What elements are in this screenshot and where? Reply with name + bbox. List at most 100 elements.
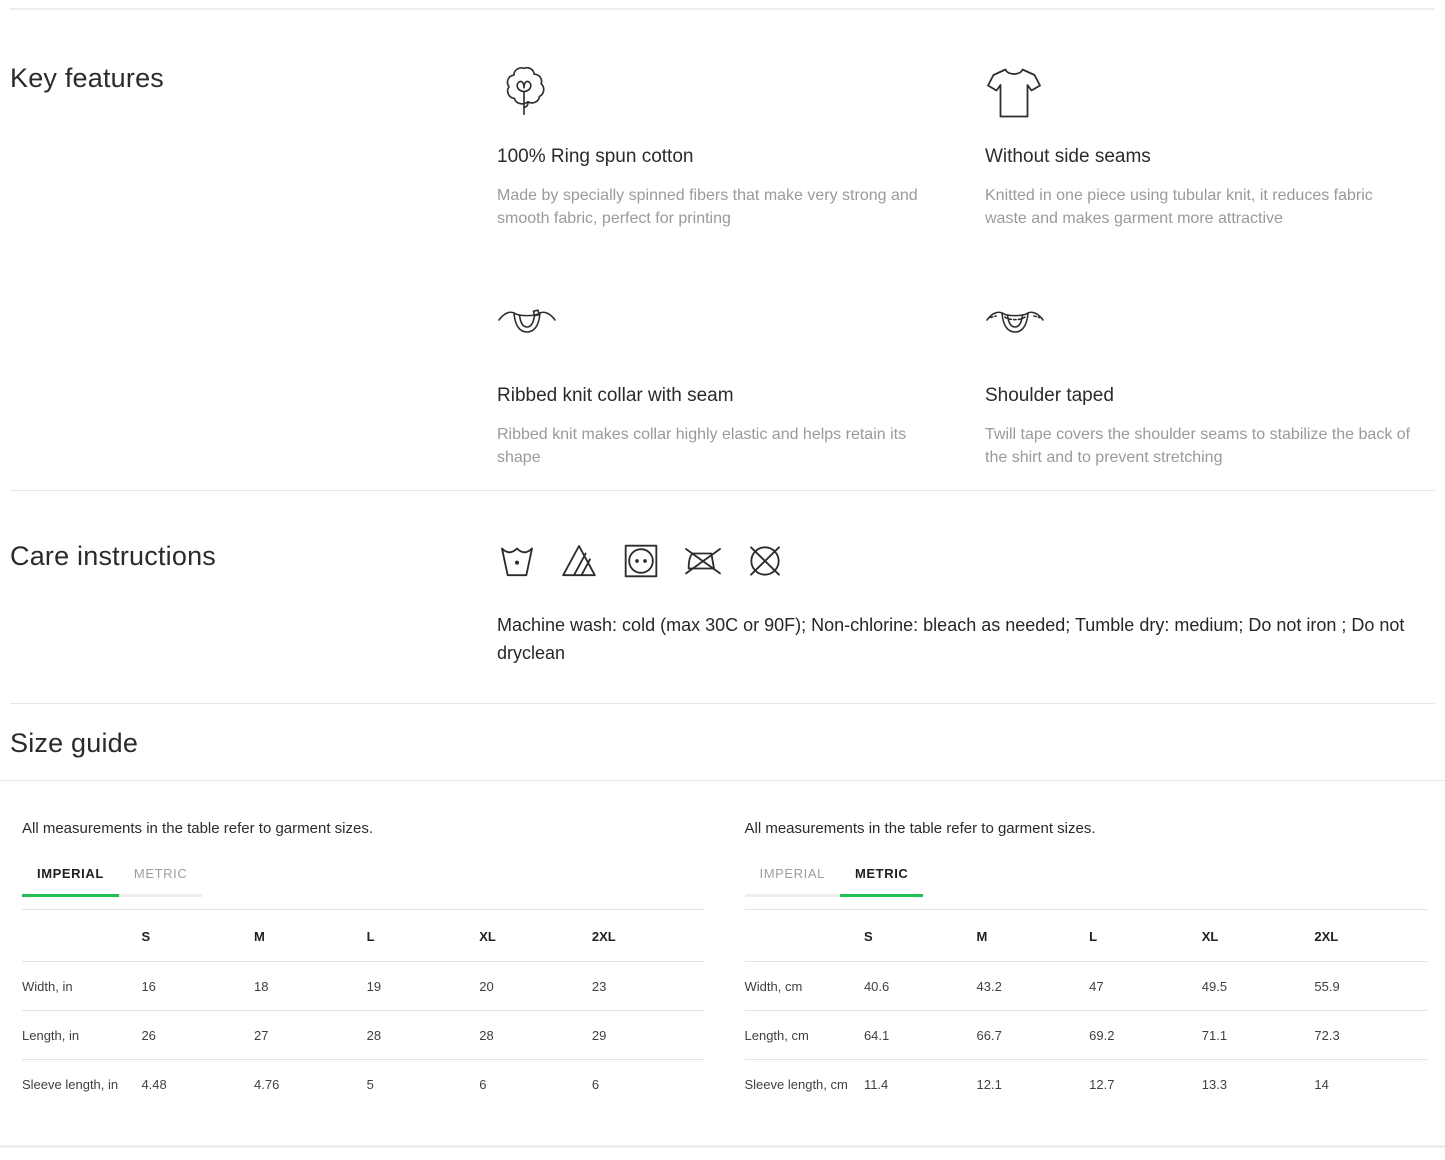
cell: 43.2 [976,979,1002,994]
row-label: Width, cm [744,979,803,994]
ribbed-collar-icon [497,304,937,360]
key-features-title: Key features [10,63,164,93]
metric-tab[interactable]: METRIC [118,866,203,897]
column-header: L [1089,929,1098,944]
row-label: Length, cm [744,1028,809,1043]
size-guide-title: Size guide [10,728,139,758]
cell: 4.48 [141,1077,167,1092]
table-header-row: S M L XL 2XL [22,909,705,962]
cell: 13.3 [1201,1077,1228,1092]
table-row: Sleeve length, cm 11.4 12.1 12.7 13.3 14 [745,1060,1428,1109]
section-divider [10,703,1435,704]
cell: 29 [591,1028,607,1043]
care-content: Machine wash: cold (max 30C or 90F); Non… [497,541,1435,703]
care-instructions-text: Machine wash: cold (max 30C or 90F); Non… [497,615,1405,663]
cell: 5 [366,1077,374,1092]
row-label: Width, in [22,979,73,994]
feature-title: Without side seams [985,146,1151,167]
non-chlorine-bleach-icon [559,541,599,586]
tshirt-icon [985,65,1417,121]
feature-description: Made by specially spinned fibers that ma… [497,187,918,227]
tumble-dry-medium-icon [621,541,661,586]
cell: 16 [141,979,156,994]
imperial-tab[interactable]: IMPERIAL [744,866,840,897]
column-header: 2XL [591,929,616,944]
column-header [745,910,864,962]
unit-tabs: IMPERIAL METRIC [22,865,705,897]
size-guide-imperial-panel: All measurements in the table refer to g… [0,781,723,1145]
cell: 20 [479,979,494,994]
column-header [22,910,141,962]
row-label: Sleeve length, cm [744,1077,848,1092]
cell: 19 [366,979,382,994]
cotton-icon [497,65,937,121]
imperial-tab[interactable]: IMPERIAL [22,866,119,897]
cell: 6 [479,1077,487,1092]
cell: 6 [591,1077,600,1092]
table-row: Length, cm 64.1 66.7 69.2 71.1 72.3 [744,1011,1427,1060]
measurements-note: All measurements in the table refer to g… [22,820,373,837]
cell: 49.5 [1201,979,1228,994]
size-table-metric: S M L XL 2XL Width, cm 40.6 43.2 47 49.5 [744,909,1428,1109]
row-label: Length, in [22,1028,80,1043]
metric-tab[interactable]: METRIC [839,866,924,897]
feature-title: Ribbed knit collar with seam [497,384,734,406]
cell: 11.4 [863,1077,889,1092]
size-table-imperial: S M L XL 2XL Width, in 16 18 19 20 23 [22,909,705,1108]
features-grid: 100% Ring spun cotton Made by specially … [497,63,1435,490]
column-header: 2XL [1314,929,1339,944]
cell: 66.7 [976,1028,1002,1043]
cell: 27 [254,1028,269,1043]
feature-ribbed-collar: Ribbed knit collar with seam Ribbed knit… [497,304,937,491]
care-instructions-title: Care instructions [10,541,216,571]
do-not-dryclean-icon [745,541,785,586]
feature-description: Knitted in one piece using tubular knit,… [985,187,1373,227]
shoulder-tape-icon [985,304,1417,360]
column-header: M [254,929,265,944]
feature-title: Shoulder taped [985,384,1114,406]
size-guide-header: Size guide [0,704,1445,780]
top-divider [10,8,1435,10]
feature-title: 100% Ring spun cotton [497,146,694,167]
cell: 71.1 [1201,1028,1228,1043]
cell: 28 [479,1028,494,1043]
table-row: Length, in 26 27 28 28 29 [22,1011,705,1060]
care-icons-row [497,541,1435,586]
cell: 12.1 [976,1077,1002,1092]
row-label: Sleeve length, in [22,1077,119,1092]
cell: 23 [591,979,607,994]
feature-ring-spun-cotton: 100% Ring spun cotton Made by specially … [497,65,937,252]
cell: 69.2 [1089,1028,1115,1043]
cell: 4.76 [254,1077,280,1092]
column-header: L [366,929,375,944]
size-guide-divider [0,780,1445,781]
cell: 40.6 [863,979,890,994]
cell: 64.1 [863,1028,890,1043]
cell: 55.9 [1314,979,1340,994]
cell: 18 [254,979,269,994]
column-header: S [141,929,151,944]
table-row: Width, in 16 18 19 20 23 [22,962,705,1011]
feature-shoulder-taped: Shoulder taped Twill tape covers the sho… [985,304,1417,491]
feature-without-side-seams: Without side seams Knitted in one piece … [985,65,1417,252]
cell: 14 [1314,1077,1329,1092]
section-divider [10,490,1435,491]
do-not-iron-icon [683,541,723,586]
key-features-section: Key features 100% Ring spun cotton Made … [0,10,1445,490]
feature-description: Twill tape covers the shoulder seams to … [985,425,1411,466]
machine-wash-cold-icon [497,541,537,586]
cell: 47 [1089,979,1104,994]
measurements-note: All measurements in the table refer to g… [744,820,1096,837]
column-header: XL [479,929,496,944]
cell: 28 [366,1028,382,1043]
care-instructions-section: Care instructions [0,491,1445,703]
feature-description: Ribbed knit makes collar highly elastic … [497,425,907,466]
size-guide-metric-panel: All measurements in the table refer to g… [723,781,1445,1145]
column-header: M [976,929,988,944]
cell: 72.3 [1314,1028,1340,1043]
table-row: Width, cm 40.6 43.2 47 49.5 55.9 [744,962,1427,1011]
table-row: Sleeve length, in 4.48 4.76 5 6 6 [22,1060,705,1109]
size-tables-region: All measurements in the table refer to g… [0,781,1445,1145]
table-header-row: S M L XL 2XL [744,909,1427,962]
